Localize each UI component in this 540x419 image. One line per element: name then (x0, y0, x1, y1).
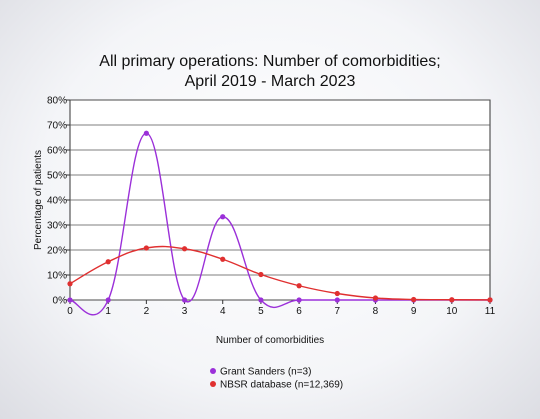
x-tick-label: 4 (220, 306, 226, 317)
data-point (334, 290, 340, 297)
x-tick-label: 9 (411, 306, 417, 317)
x-tick-label: 8 (373, 306, 379, 317)
y-tick-label: 20% (47, 246, 67, 257)
x-tick-label: 7 (334, 306, 340, 317)
x-axis-label: Number of comorbidities (216, 335, 324, 346)
y-tick-label: 60% (47, 146, 67, 157)
data-point (372, 295, 379, 301)
y-tick-label: 0% (53, 296, 68, 307)
x-tick-label: 10 (446, 306, 458, 317)
data-point (258, 271, 264, 278)
y-tick-label: 10% (47, 271, 67, 282)
x-tick-label: 2 (144, 306, 150, 317)
legend-label-1: NBSR database (n=12,369) (220, 380, 343, 391)
y-tick-label: 70% (47, 121, 67, 132)
data-point (67, 281, 73, 287)
y-axis-ticks: 0% 10% 20% 30% 40% 50% 60% 70% 80% (47, 96, 70, 307)
y-axis-label: Percentage of patients (33, 150, 44, 250)
x-tick-label: 11 (485, 306, 496, 317)
x-tick-label: 5 (258, 306, 264, 317)
data-point (67, 297, 73, 303)
data-point (105, 297, 111, 303)
legend-label-0: Grant Sanders (n=3) (220, 367, 311, 378)
data-point (258, 297, 264, 303)
data-point (411, 296, 417, 303)
x-axis-ticks: 0 1 2 3 4 5 6 7 8 9 10 11 (67, 300, 496, 317)
series-layer (67, 130, 493, 316)
x-tick-label: 3 (182, 306, 188, 317)
chart-title-line-1: All primary operations: Number of comorb… (99, 53, 440, 70)
legend-marker-1 (210, 381, 216, 387)
y-tick-label: 50% (47, 171, 67, 182)
legend: Grant Sanders (n=3) NBSR database (n=12,3… (210, 367, 343, 391)
data-point (181, 246, 188, 252)
data-point (487, 297, 493, 303)
x-tick-label: 0 (67, 306, 73, 317)
x-tick-label: 6 (296, 306, 302, 317)
data-point (220, 256, 226, 262)
data-point (296, 297, 302, 303)
y-tick-label: 80% (47, 96, 67, 107)
y-tick-label: 30% (47, 221, 67, 232)
legend-marker-0 (210, 368, 216, 374)
data-point (334, 297, 340, 303)
chart-title-line-2: April 2019 - March 2023 (185, 73, 356, 90)
data-point (181, 297, 188, 303)
data-point (143, 130, 149, 136)
data-point (296, 283, 302, 289)
y-tick-label: 40% (47, 196, 67, 207)
data-point (220, 214, 226, 220)
series-line-1 (69, 245, 491, 301)
data-point (105, 259, 111, 265)
x-tick-label: 1 (105, 306, 111, 317)
data-point (449, 297, 455, 303)
data-point (143, 245, 149, 251)
